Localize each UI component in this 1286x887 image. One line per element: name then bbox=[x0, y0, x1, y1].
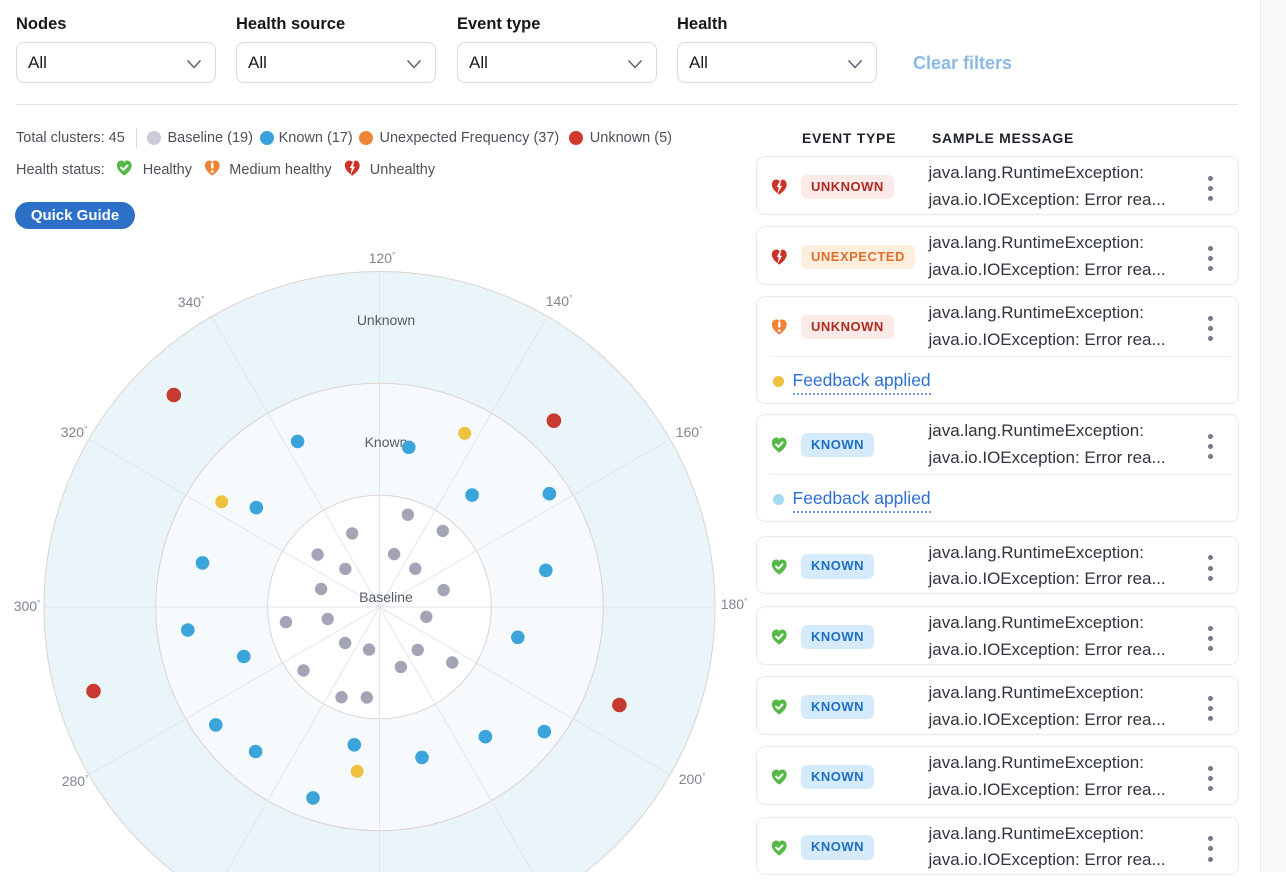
svg-text:200°: 200° bbox=[679, 771, 706, 787]
svg-text:340°: 340° bbox=[178, 294, 205, 310]
svg-text:320°: 320° bbox=[61, 424, 88, 440]
svg-text:160°: 160° bbox=[676, 424, 703, 440]
svg-text:280°: 280° bbox=[62, 773, 89, 789]
svg-text:Baseline: Baseline bbox=[359, 589, 413, 605]
svg-text:120°: 120° bbox=[369, 250, 396, 266]
svg-text:Known: Known bbox=[365, 434, 408, 450]
svg-text:Unknown: Unknown bbox=[357, 312, 415, 328]
svg-text:140°: 140° bbox=[546, 293, 573, 309]
svg-text:180°: 180° bbox=[721, 596, 748, 612]
svg-text:300°: 300° bbox=[14, 598, 41, 614]
